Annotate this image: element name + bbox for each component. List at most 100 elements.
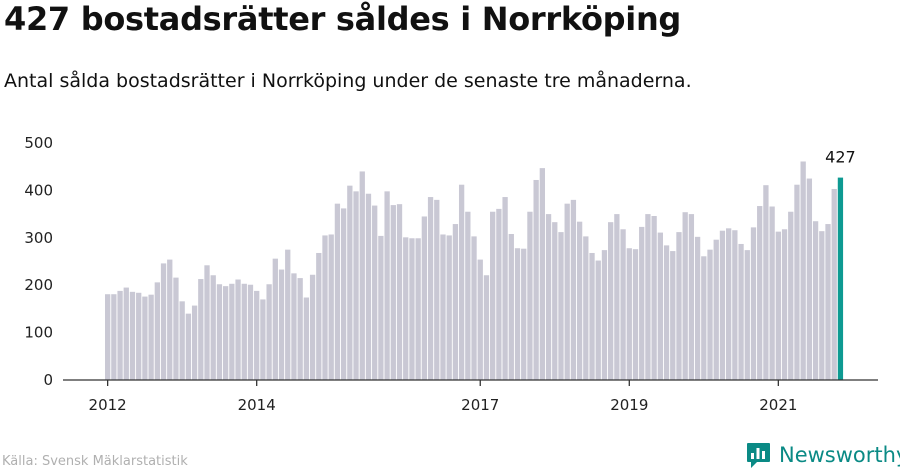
bar — [794, 184, 800, 380]
bar — [775, 231, 781, 380]
highlight-value-label: 427 — [825, 148, 856, 167]
x-tick-label: 2019 — [610, 396, 648, 414]
bar — [831, 188, 837, 380]
bar — [757, 206, 763, 380]
bar — [328, 234, 334, 380]
bar — [111, 294, 117, 380]
bar — [266, 284, 272, 380]
bar — [496, 208, 502, 380]
bar — [136, 292, 142, 380]
bar — [185, 313, 192, 380]
bar — [403, 237, 409, 380]
bar — [148, 294, 154, 380]
bar — [235, 279, 241, 380]
bar — [750, 227, 757, 380]
bar — [713, 239, 719, 380]
bar — [812, 221, 819, 380]
bar — [210, 275, 216, 380]
bar — [384, 191, 390, 380]
bar — [719, 230, 726, 380]
bar — [570, 199, 577, 380]
bar — [105, 294, 111, 380]
bar — [670, 251, 676, 380]
bar — [589, 252, 595, 380]
bar — [452, 224, 459, 380]
bar — [595, 260, 601, 380]
bar — [142, 296, 148, 380]
bar — [688, 214, 695, 380]
bar — [334, 203, 341, 380]
bar — [173, 277, 179, 380]
bar — [198, 279, 204, 380]
x-tick-label: 2017 — [461, 396, 499, 414]
bar — [545, 214, 552, 380]
bar — [446, 235, 452, 380]
bar — [465, 211, 471, 380]
bar — [396, 204, 403, 380]
bar — [508, 234, 514, 380]
bar — [738, 243, 744, 380]
bar — [502, 197, 508, 380]
bar — [316, 252, 322, 380]
bar — [626, 248, 632, 380]
bar — [682, 212, 688, 380]
bar — [806, 178, 813, 380]
bar — [707, 249, 713, 380]
bar — [608, 222, 614, 380]
chart-subtitle: Antal sålda bostadsrätter i Norrköping u… — [4, 70, 692, 92]
bar — [160, 263, 167, 380]
bar — [819, 231, 825, 380]
bar — [440, 234, 446, 380]
bar — [514, 248, 521, 380]
bar — [763, 185, 769, 380]
bar — [167, 259, 173, 380]
bar — [254, 290, 260, 380]
bar — [365, 193, 372, 380]
bar — [583, 236, 589, 380]
y-tick-label: 0 — [43, 371, 53, 389]
x-axis: 2012 2014 2017 2019 2021 — [89, 380, 797, 414]
bar — [744, 250, 750, 380]
bars — [105, 161, 844, 380]
bar — [154, 282, 160, 380]
bar — [533, 179, 539, 380]
bar — [521, 248, 527, 380]
bar — [676, 232, 682, 380]
bar — [309, 274, 316, 380]
x-tick-label: 2012 — [89, 396, 127, 414]
bar — [204, 265, 210, 380]
y-tick-label: 100 — [24, 324, 53, 342]
bar — [490, 211, 496, 380]
bar — [378, 235, 384, 380]
bar — [322, 235, 328, 380]
bar — [390, 205, 396, 380]
bar — [421, 216, 428, 380]
bar — [434, 199, 440, 380]
bar — [427, 197, 434, 380]
bar — [657, 232, 663, 380]
bar — [620, 229, 626, 380]
bar — [458, 184, 465, 380]
bar — [558, 232, 564, 380]
bar — [303, 297, 310, 380]
bar — [291, 273, 297, 380]
bar — [825, 224, 831, 380]
bar — [278, 269, 285, 380]
bar — [129, 291, 136, 380]
bar — [726, 228, 732, 380]
bar — [229, 283, 235, 380]
y-tick-label: 500 — [24, 134, 53, 152]
bar — [117, 290, 123, 380]
bar — [632, 249, 639, 380]
bar — [645, 214, 651, 380]
bar — [639, 226, 645, 380]
bar — [297, 278, 303, 380]
newsworthy-logo: Newsworthy — [746, 440, 900, 470]
bar — [663, 245, 670, 380]
bar — [788, 211, 794, 380]
newsworthy-chart-icon — [747, 442, 770, 468]
bar — [527, 211, 533, 380]
x-tick-label: 2021 — [759, 396, 797, 414]
bar — [800, 161, 806, 380]
